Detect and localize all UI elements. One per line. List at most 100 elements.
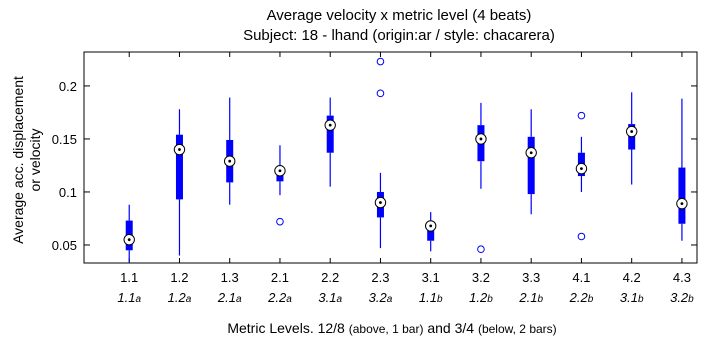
box-1.1 xyxy=(123,204,135,262)
x-sub-label: 3.2b xyxy=(670,290,694,305)
x-axis-label-paren-1: (above, 1 bar) xyxy=(349,322,424,336)
x-sub-label-suffix: a xyxy=(286,294,292,305)
x-axis-label-paren-2: (below, 2 bars) xyxy=(478,322,557,336)
x-sub-label-suffix: a xyxy=(186,294,192,305)
box-2.1 xyxy=(274,145,286,226)
x-sub-label: 1.1a xyxy=(117,290,141,305)
y-axis-label: Average acc. displacement or velocity xyxy=(10,76,43,244)
y-axis: 0.05 0.1 0.15 0.2 xyxy=(52,79,697,253)
x-tick-label: 1.3 xyxy=(221,270,239,285)
x-sub-label-main: 1.1 xyxy=(419,290,437,305)
x-sub-label-main: 1.2 xyxy=(168,290,187,305)
box-4.3 xyxy=(676,98,688,241)
box-3.2 xyxy=(475,102,487,254)
x-sub-label-suffix: b xyxy=(688,294,694,305)
x-sub-label-main: 1.2 xyxy=(469,290,488,305)
outlier-point xyxy=(577,111,586,120)
iqr-box xyxy=(527,136,535,195)
x-sub-label: 3.2a xyxy=(369,290,393,305)
x-tick-label: 1.2 xyxy=(170,270,188,285)
y-axis-label-line-1: Average acc. displacement xyxy=(10,76,26,244)
outlier-point xyxy=(276,217,284,226)
x-sub-label-main: 3.2 xyxy=(670,290,689,305)
x-tick-label: 2.1 xyxy=(271,270,289,285)
box-3.3 xyxy=(525,109,537,215)
median-dot xyxy=(178,148,181,151)
x-sub-label-suffix: b xyxy=(588,294,594,305)
box-4.1 xyxy=(575,111,588,241)
median-dot xyxy=(127,238,131,242)
x-sub-label-suffix: b xyxy=(437,294,443,305)
box-series xyxy=(123,57,688,262)
median-dot xyxy=(630,130,634,133)
y-axis-label-line-2: or velocity xyxy=(27,128,43,191)
median-dot xyxy=(379,201,382,204)
x-sub-label: 1.1b xyxy=(419,290,443,305)
x-sub-label-suffix: b xyxy=(487,294,493,305)
x-axis-label: Metric Levels. 12/8 (above, 1 bar) and 3… xyxy=(227,320,556,336)
y-tick-label: 0.15 xyxy=(52,132,77,147)
median-dot xyxy=(529,151,533,155)
box-1.2 xyxy=(173,109,186,256)
x-tick-label: 3.1 xyxy=(422,270,440,285)
x-sub-label-main: 1.1 xyxy=(117,290,135,305)
x-tick-label: 4.1 xyxy=(572,270,590,285)
x-axis-label-mid: and 3/4 xyxy=(427,320,474,336)
x-tick-label: 2.2 xyxy=(321,270,339,285)
outlier-point xyxy=(577,232,586,241)
median-dot xyxy=(680,202,684,206)
y-tick-label: 0.05 xyxy=(52,238,77,253)
x-tick-label: 1.1 xyxy=(120,270,138,285)
x-tick-label: 2.3 xyxy=(371,270,389,285)
x-tick-label: 4.3 xyxy=(673,270,691,285)
x-sub-label-suffix: a xyxy=(135,294,141,305)
y-tick-label: 0.1 xyxy=(59,185,77,200)
x-sub-label-suffix: b xyxy=(537,294,543,305)
x-sub-label-main: 2.2 xyxy=(569,290,589,305)
x-sub-label-main: 2.1 xyxy=(518,290,537,305)
x-sub-label-main: 3.2 xyxy=(369,290,388,305)
box-3.1 xyxy=(424,212,437,252)
x-sub-label: 3.1b xyxy=(620,290,644,305)
x-sub-label: 2.1a xyxy=(217,290,242,305)
x-tick-label: 3.3 xyxy=(522,270,540,285)
iqr-box xyxy=(175,134,183,200)
iqr-box xyxy=(678,167,686,224)
x-sub-label-suffix: a xyxy=(387,294,393,305)
median-dot xyxy=(328,123,332,127)
chart-subtitle: Subject: 18 - lhand (origin:ar / style: … xyxy=(243,27,555,44)
outlier-point xyxy=(376,57,385,66)
x-sub-label: 2.2b xyxy=(569,290,594,305)
x-sub-label-suffix: b xyxy=(638,294,644,305)
outlier-point xyxy=(477,245,485,254)
x-sub-label-main: 3.1 xyxy=(620,290,638,305)
box-4.2 xyxy=(625,92,638,185)
box-1.3 xyxy=(224,97,236,205)
box-2.2 xyxy=(324,97,336,187)
median-dot xyxy=(228,159,232,163)
median-dot xyxy=(580,167,583,171)
x-sub-label: 2.1b xyxy=(518,290,543,305)
x-sub-label: 2.2a xyxy=(267,290,292,305)
x-axis: 1.11.1a1.21.2a1.32.1a2.12.2a2.23.1a2.33.… xyxy=(117,52,694,305)
x-sub-label-suffix: a xyxy=(336,294,342,305)
iqr-box xyxy=(326,115,334,153)
median-dot xyxy=(479,137,483,141)
x-sub-label-main: 3.1 xyxy=(318,290,336,305)
median-dot xyxy=(278,169,282,173)
x-tick-label: 3.2 xyxy=(472,270,490,285)
x-sub-label: 1.2a xyxy=(168,290,192,305)
x-axis-label-main: Metric Levels. 12/8 xyxy=(227,320,345,336)
outlier-point xyxy=(376,89,385,98)
y-tick-label: 0.2 xyxy=(59,79,77,94)
box-2.3 xyxy=(374,57,387,249)
plot-frame xyxy=(83,51,698,264)
x-sub-label: 1.2b xyxy=(469,290,493,305)
x-sub-label: 3.1a xyxy=(318,290,342,305)
x-sub-label-main: 2.1 xyxy=(217,290,236,305)
x-tick-label: 4.2 xyxy=(623,270,641,285)
x-sub-label-main: 2.2 xyxy=(267,290,287,305)
median-dot xyxy=(429,224,433,228)
chart-title: Average velocity x metric level (4 beats… xyxy=(267,7,532,24)
